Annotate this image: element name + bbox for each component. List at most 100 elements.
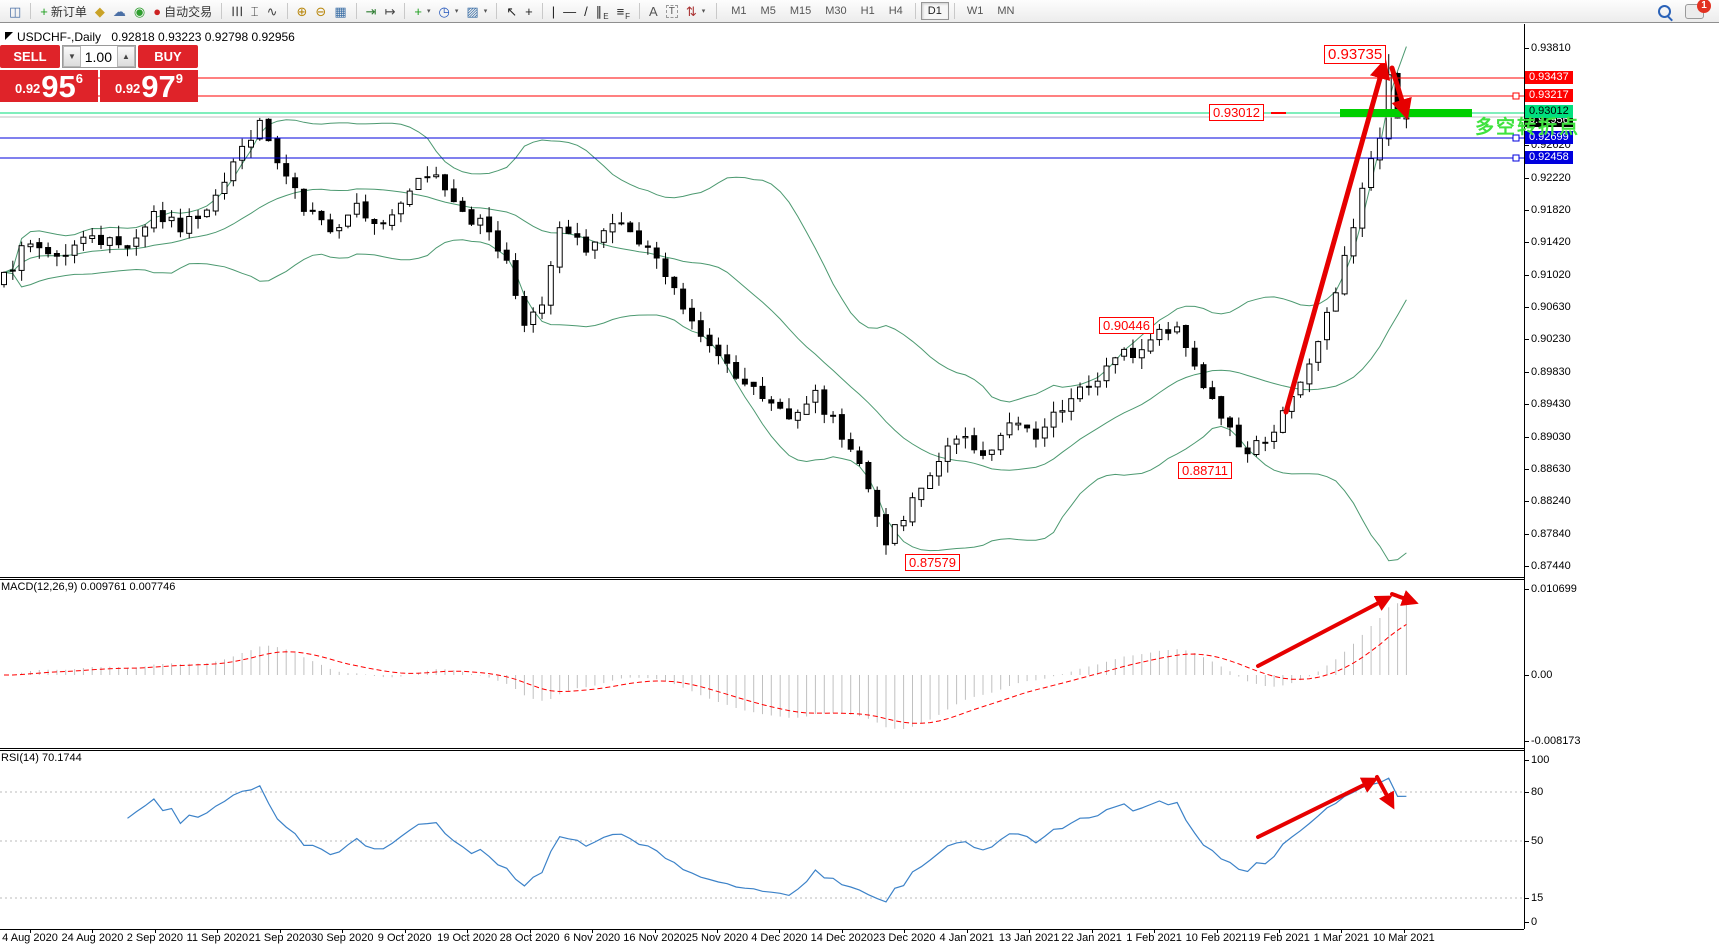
periods-dropdown-icon[interactable]: ▾: [454, 8, 459, 15]
one-click-trading-panel: SELL ▼ 1.00 ▲ BUY 0.92 95 6 0.92 97 9: [0, 45, 198, 102]
date-label: 10 Mar 2021: [1373, 932, 1435, 944]
signals-glyph: ◉: [133, 3, 146, 19]
periods-glyph: ◷: [438, 3, 450, 19]
periods-icon[interactable]: ◷ ▾: [435, 2, 463, 21]
volume-stepper: ▼ 1.00 ▲: [62, 45, 136, 68]
rsi-axis-tick: 15: [1523, 892, 1544, 904]
bar-chart-glyph: ☰: [229, 5, 245, 17]
sell-price[interactable]: 0.92 95 6: [0, 70, 98, 102]
zoom-in-glyph: ⊕: [296, 3, 308, 19]
date-tick: [841, 929, 843, 933]
timeframe-H4[interactable]: H4: [888, 5, 903, 17]
timeframe-MN[interactable]: MN: [997, 5, 1015, 17]
price-axis-tick: 0.90630: [1524, 301, 1571, 313]
date-tick: [1154, 929, 1156, 933]
chart-title: USDCHF-,Daily 0.92818 0.93223 0.92798 0.…: [17, 30, 295, 44]
chart-window-icon[interactable]: ◫: [5, 2, 25, 21]
macd-axis-tick: 0.010699: [1524, 583, 1577, 595]
panel-separator: [0, 748, 1524, 749]
cursor-icon[interactable]: ↖: [502, 2, 521, 21]
trend-line-icon[interactable]: /: [580, 2, 592, 21]
date-tick: [30, 929, 31, 933]
signals-icon[interactable]: ◉: [130, 2, 149, 21]
panel-separator: [0, 579, 1524, 580]
candlestick-chart-glyph: ⌶: [250, 3, 259, 19]
crosshair-icon[interactable]: +: [521, 2, 537, 21]
date-label: 2 Sep 2020: [126, 932, 184, 944]
vertical-line-icon[interactable]: |: [548, 2, 559, 21]
buy-price[interactable]: 0.92 97 9: [100, 70, 198, 102]
date-label: 9 Oct 2020: [377, 932, 432, 944]
templates-icon[interactable]: ▨ ▾: [462, 2, 491, 21]
date-tick: [716, 929, 718, 933]
chart-shift-icon[interactable]: ↦: [381, 2, 400, 21]
bar-chart-icon[interactable]: ☰: [227, 2, 247, 21]
timeframe-H1[interactable]: H1: [860, 5, 875, 17]
volume-down-button[interactable]: ▼: [63, 46, 81, 67]
timeframe-M30[interactable]: M30: [825, 5, 847, 17]
new-order-button[interactable]: + 新订单: [36, 2, 91, 21]
fibonacci-glyph: ≡: [616, 3, 625, 19]
tile-windows-icon[interactable]: ▦: [330, 2, 350, 21]
timeframe-M5[interactable]: M5: [760, 5, 776, 17]
date-tick: [154, 929, 156, 933]
price-axis-tick: 0.87440: [1524, 560, 1571, 572]
price-axis-tick: 0.87840: [1524, 527, 1571, 540]
price-axis-tick: 0.91420: [1524, 236, 1571, 249]
arrows-icon[interactable]: ⇅ ▾: [682, 2, 709, 21]
rsi-chart: [0, 775, 1524, 903]
vps-cloud-icon[interactable]: ☁: [109, 2, 130, 21]
metaeditor-icon[interactable]: ◆: [91, 2, 109, 21]
autotrading-button[interactable]: ● 自动交易: [149, 2, 216, 21]
indicators-dropdown-icon[interactable]: ▾: [427, 8, 431, 15]
zoom-in-icon[interactable]: ⊕: [293, 2, 312, 21]
price-axis-line: [1524, 24, 1525, 929]
chat-icon[interactable]: 1: [1685, 0, 1711, 19]
trade-buttons-row: SELL ▼ 1.00 ▲ BUY: [0, 45, 198, 68]
rsi-label: RSI(14) 70.1744: [1, 752, 82, 764]
toolbar-separator: [914, 3, 916, 19]
volume-value[interactable]: 1.00: [84, 48, 112, 65]
buy-price-big: 97: [141, 69, 176, 104]
toolbar-separator: [355, 3, 357, 19]
chart-menu-icon[interactable]: [5, 32, 13, 40]
price-annotation: 0.90446: [1099, 317, 1154, 334]
sell-button[interactable]: SELL: [0, 45, 60, 68]
equidistant-channel-icon[interactable]: ∥ E: [592, 2, 613, 21]
buy-button[interactable]: BUY: [138, 45, 198, 68]
date-tick: [279, 929, 281, 933]
search-icon[interactable]: [1658, 4, 1671, 18]
timeframe-M15[interactable]: M15: [789, 5, 812, 17]
candlestick-chart-icon[interactable]: ⌶: [247, 2, 263, 21]
fibonacci-icon[interactable]: ≡ F: [613, 2, 634, 21]
price-axis-tick: 0.93810: [1524, 42, 1571, 54]
fibonacci-letter: F: [625, 11, 631, 21]
date-label: 14 Dec 2020: [810, 932, 874, 944]
vps-cloud-glyph: ☁: [112, 3, 126, 19]
date-label: 4 Dec 2020: [751, 932, 808, 944]
date-label: 6 Nov 2020: [563, 932, 621, 944]
price-axis-tick: 0.89030: [1524, 430, 1571, 443]
auto-scroll-icon[interactable]: ⇥: [362, 2, 381, 21]
timeframes: M1 M5 M15 M30 H1 H4 D1 W1 MN: [724, 2, 1021, 20]
line-chart-icon[interactable]: ∿: [263, 2, 282, 21]
text-label-icon[interactable]: T: [662, 2, 682, 21]
text-label-glyph: T: [665, 4, 678, 18]
timeframe-D1[interactable]: D1: [920, 2, 949, 20]
arrows-dropdown-icon[interactable]: ▾: [701, 8, 706, 15]
horizontal-line-icon[interactable]: —: [559, 2, 580, 21]
volume-up-button[interactable]: ▲: [117, 46, 135, 67]
date-label: 10 Feb 2021: [1185, 932, 1248, 944]
text-icon[interactable]: A: [645, 2, 662, 21]
timeframe-M1[interactable]: M1: [731, 5, 747, 17]
equidistant-channel-glyph: ∥: [595, 3, 603, 19]
zoom-out-icon[interactable]: ⊖: [311, 2, 330, 21]
date-tick: [1091, 929, 1093, 933]
indicators-icon[interactable]: + ▾: [410, 2, 434, 21]
timeframe-W1[interactable]: W1: [966, 5, 984, 17]
date-tick: [342, 929, 344, 933]
toolbar-separator: [286, 3, 288, 19]
trade-prices-row: 0.92 95 6 0.92 97 9: [0, 70, 198, 102]
templates-dropdown-icon[interactable]: ▾: [483, 8, 488, 15]
